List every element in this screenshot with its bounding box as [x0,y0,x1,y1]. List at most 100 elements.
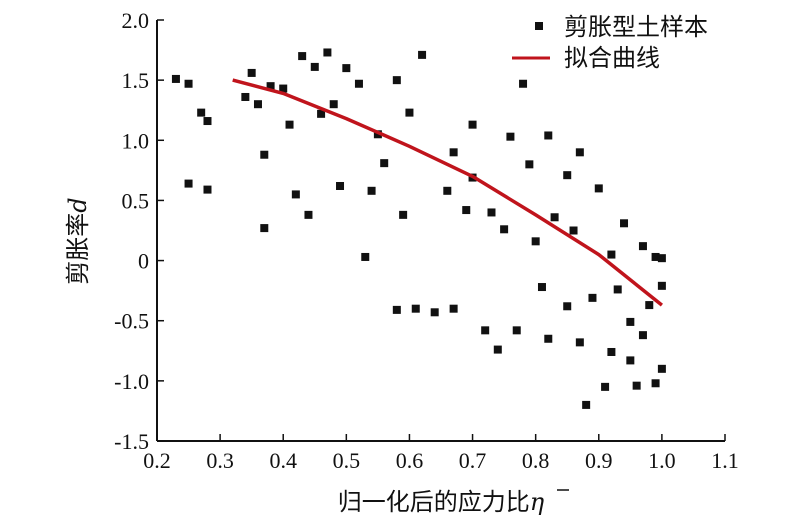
legend-label-scatter: 剪胀型土样本 [564,13,708,41]
data-point-38 [462,206,471,215]
data-point-67 [626,317,635,326]
data-point-18 [317,109,326,118]
data-point-60 [588,293,597,302]
data-point-64 [607,347,616,356]
data-point-68 [626,356,635,365]
data-point-29 [392,305,401,314]
data-point-66 [620,219,629,228]
data-point-13 [285,120,294,129]
x-axis-title: 归一化后的应力比η [338,488,545,516]
x-tick-label-9: 1.1 [711,448,739,473]
data-point-31 [405,108,414,117]
data-point-52 [544,334,553,343]
y-tick-label-6: -1.0 [114,369,149,394]
data-point-39 [468,120,477,129]
data-point-3 [197,108,206,117]
data-point-44 [500,225,509,234]
data-point-49 [531,237,540,246]
data-point-74 [651,379,660,388]
data-point-11 [266,82,275,91]
y-tick-label-4: 0 [138,249,149,274]
data-point-32 [411,304,420,313]
data-point-63 [607,250,616,259]
x-tick-label-3: 0.5 [333,448,361,473]
x-tick-label-1: 0.3 [206,448,234,473]
axes-frame [156,19,726,442]
data-point-45 [506,132,515,141]
data-point-16 [304,210,313,219]
data-point-70 [638,242,647,251]
data-point-62 [601,382,610,391]
data-point-8 [253,100,262,109]
x-tick-label-7: 0.9 [585,448,613,473]
data-point-30 [399,210,408,219]
x-tick-label-2: 0.4 [269,448,297,473]
data-point-61 [594,184,603,193]
data-point-33 [418,50,427,59]
legend-marker-scatter [535,22,543,30]
data-point-76 [657,364,666,373]
data-point-21 [336,181,345,190]
data-point-4 [203,117,212,126]
y-tick-label-5: -0.5 [114,309,149,334]
data-point-2 [184,179,193,188]
data-point-6 [241,92,250,101]
data-point-20 [329,100,338,109]
data-point-23 [354,79,363,88]
x-tick-label-8: 1.0 [648,448,676,473]
x-tick-label-0: 0.2 [143,448,171,473]
data-point-50 [537,283,546,292]
data-point-0 [171,74,180,83]
data-point-41 [481,326,490,335]
data-point-12 [279,84,288,93]
y-tick-label-0: 2.0 [122,8,150,33]
data-point-9 [260,150,269,159]
data-point-51 [544,131,553,140]
data-point-27 [380,159,389,168]
data-point-5 [203,185,212,194]
data-point-35 [443,186,452,195]
data-point-15 [298,52,307,61]
x-tick-label-4: 0.6 [396,448,424,473]
data-point-28 [392,76,401,85]
y-tick-label-3: 0.5 [122,188,150,213]
data-point-36 [449,148,458,157]
data-point-47 [519,79,528,88]
data-point-57 [575,148,584,157]
data-point-48 [525,160,534,169]
data-point-53 [550,213,559,222]
data-point-25 [367,186,376,195]
y-tick-label-7: -1.5 [114,429,149,454]
y-axis-label: 剪胀率 [64,213,92,285]
data-point-56 [569,226,578,235]
x-axis-symbol: η [530,488,545,516]
data-point-59 [582,400,591,409]
data-point-34 [430,308,439,317]
fit-curve-layer [232,78,663,307]
data-point-10 [260,224,269,233]
scatter-points [171,48,666,409]
x-axis-label: 归一化后的应力比 [338,488,530,516]
data-point-55 [563,302,572,311]
data-point-42 [487,208,496,217]
data-point-1 [184,79,193,88]
data-point-46 [512,326,521,335]
x-tick-label-6: 0.8 [522,448,550,473]
y-tick-label-2: 1.0 [122,128,150,153]
x-tick-label-5: 0.7 [459,448,487,473]
data-point-7 [247,68,256,77]
data-point-43 [493,345,502,354]
data-point-58 [575,338,584,347]
y-axis-symbol: d [64,197,92,212]
data-point-75 [657,281,666,290]
data-point-65 [613,285,622,294]
fit-curve [232,78,663,307]
data-point-19 [323,48,332,57]
data-point-17 [310,62,319,71]
legend: 剪胀型土样本 拟合曲线 [512,13,708,72]
data-point-37 [449,304,458,313]
data-point-77 [657,254,666,263]
data-point-73 [651,252,660,261]
legend-label-line: 拟合曲线 [564,44,660,72]
